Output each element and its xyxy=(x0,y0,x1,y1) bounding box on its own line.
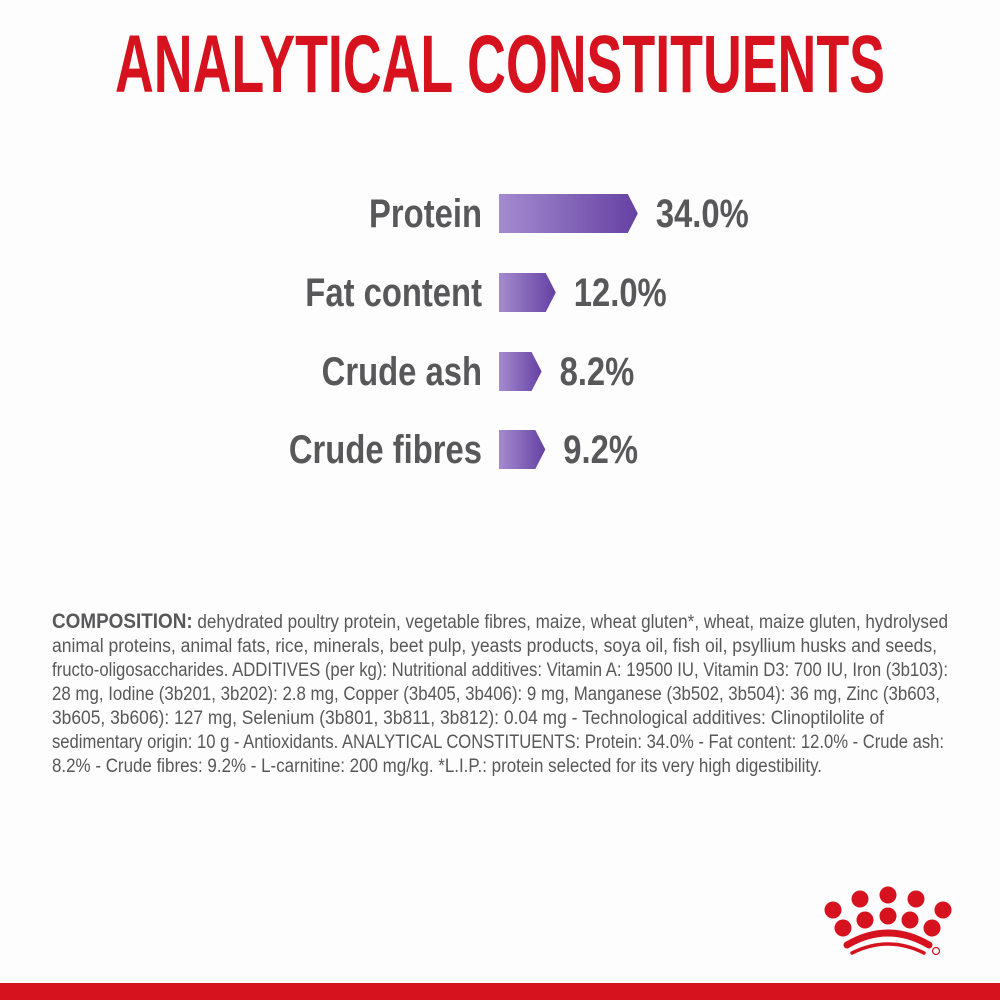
composition-text: COMPOSITION: dehydrated poultry protein,… xyxy=(52,610,948,777)
royal-canin-crown-logo xyxy=(824,886,952,956)
constituent-bar xyxy=(499,430,546,469)
composition-line: COMPOSITION: dehydrated poultry protein,… xyxy=(52,610,948,633)
constituent-bar xyxy=(499,273,556,312)
composition-line: sedimentary origin: 10 g - Antioxidants.… xyxy=(52,732,944,753)
constituent-label: Crude ash xyxy=(322,349,482,394)
constituents-chart: Protein 34.0% Fat content 12.0% Crude ash 8.2… xyxy=(289,191,749,472)
constituent-value: 12.0% xyxy=(574,270,667,315)
constituent-value: 8.2% xyxy=(560,349,635,394)
constituent-bar xyxy=(499,352,542,391)
composition-line: 8.2% - Crude fibres: 9.2% - L-carnitine:… xyxy=(52,756,822,777)
constituent-value: 34.0% xyxy=(656,191,749,236)
constituent-label: Protein xyxy=(369,191,482,236)
constituent-bar xyxy=(499,194,638,233)
composition-line: 28 mg, Iodine (3b201, 3b202): 2.8 mg, Co… xyxy=(52,684,940,705)
composition-heading: COMPOSITION: xyxy=(52,610,193,633)
constituent-label: Fat content xyxy=(305,270,482,315)
constituent-label: Crude fibres xyxy=(289,427,482,472)
page-title: ANALYTICAL CONSTITUENTS xyxy=(115,19,885,110)
composition-line: 3b605, 3b606): 127 mg, Selenium (3b801, … xyxy=(52,708,885,729)
composition-line: animal proteins, animal fats, rice, mine… xyxy=(52,636,937,657)
composition-line: fructo-oligosaccharides. ADDITIVES (per … xyxy=(52,660,948,681)
bottom-brand-strip xyxy=(0,983,1000,1000)
constituent-value: 9.2% xyxy=(563,427,638,472)
